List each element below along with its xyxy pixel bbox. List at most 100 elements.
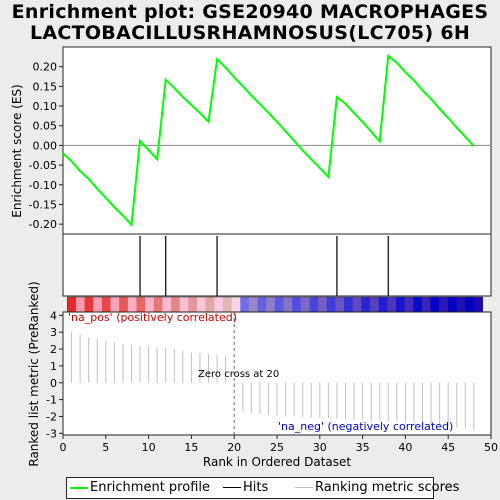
x-tick-label: 40 bbox=[398, 441, 412, 454]
legend-swatch-enrichment bbox=[70, 486, 88, 489]
metric-ytick-label: 1 bbox=[50, 360, 57, 373]
metric-ytick-label: -1 bbox=[46, 394, 57, 407]
metric-y-ticks: -3 -2 -1 0 1 2 3 4 bbox=[46, 309, 63, 440]
es-ytick-label: -0.15 bbox=[29, 198, 57, 211]
color-bar-segment bbox=[370, 297, 380, 312]
color-bar-segment bbox=[274, 297, 285, 312]
color-bar-segment bbox=[75, 297, 86, 312]
chart-title-line2: LACTOBACILLUSRHAMNOSUS(LC705) 6H bbox=[29, 22, 471, 44]
chart-title: Enrichment plot: GSE20940 MACROPHAGES LA… bbox=[0, 2, 500, 44]
color-bar-segment bbox=[214, 297, 224, 312]
color-bar-segment bbox=[465, 297, 475, 312]
x-tick-label: 15 bbox=[184, 441, 198, 454]
chart-title-line1: Enrichment plot: GSE20940 MACROPHAGES bbox=[11, 1, 489, 23]
legend-item-enrichment: Enrichment profile bbox=[70, 480, 210, 495]
color-bar-segment bbox=[335, 297, 345, 312]
x-tick-label: 5 bbox=[102, 441, 109, 454]
legend-item-ranking: Ranking metric scores bbox=[295, 480, 459, 495]
color-bar-segment bbox=[447, 297, 458, 312]
x-tick-label: 0 bbox=[60, 441, 67, 454]
color-bar-segment bbox=[136, 297, 146, 312]
rank-color-bar bbox=[67, 296, 484, 313]
metric-ytick-label: 3 bbox=[50, 326, 57, 339]
color-bar-segment bbox=[361, 297, 371, 312]
x-tick-label: 20 bbox=[227, 441, 241, 454]
legend-swatch-hits bbox=[223, 487, 241, 488]
color-bar-segment bbox=[101, 297, 112, 312]
color-bar-segment bbox=[84, 297, 94, 312]
x-tick-label: 30 bbox=[313, 441, 327, 454]
color-bar-segment bbox=[430, 297, 440, 312]
es-ytick-label: 0.20 bbox=[33, 61, 58, 74]
color-bar-segment bbox=[421, 297, 432, 312]
color-bar-segment bbox=[473, 297, 484, 312]
color-bar-segment bbox=[153, 297, 164, 312]
color-bar-segment bbox=[257, 297, 267, 312]
pos-label: 'na_pos' (positively correlated) bbox=[68, 311, 237, 324]
metric-y-axis-label: Ranked list metric (PreRanked) bbox=[27, 281, 41, 466]
metric-ytick-label: 4 bbox=[50, 309, 57, 322]
color-bar-segment bbox=[404, 297, 414, 312]
color-bar-segment bbox=[145, 297, 155, 312]
es-ytick-label: 0.05 bbox=[33, 120, 58, 133]
metric-ytick-label: -2 bbox=[46, 410, 57, 423]
es-ytick-label: -0.05 bbox=[29, 159, 57, 172]
color-bar-segment bbox=[248, 297, 259, 312]
color-bar-segment bbox=[127, 297, 138, 312]
es-y-axis-label: Enrichment score (ES) bbox=[10, 84, 24, 217]
x-ticks: 0 5 10 15 20 25 30 35 40 45 50 bbox=[60, 435, 498, 454]
metric-ytick-label: 2 bbox=[50, 343, 57, 356]
legend-swatch-ranking bbox=[295, 487, 313, 488]
x-tick-label: 50 bbox=[484, 441, 498, 454]
es-ytick-label: 0.00 bbox=[33, 139, 58, 152]
hits-panel bbox=[62, 233, 492, 297]
ranking-metric-bars bbox=[71, 332, 475, 430]
enrichment-chart: -0.20 -0.15 -0.10 -0.05 0.00 0.05 0.10 0.15 0.20… bbox=[10, 46, 498, 469]
color-bar-segment bbox=[413, 297, 423, 312]
x-axis-label: Rank in Ordered Dataset bbox=[203, 455, 351, 469]
color-bar-segment bbox=[300, 297, 311, 312]
color-bar-segment bbox=[352, 297, 362, 312]
color-bar-segment bbox=[326, 297, 337, 312]
es-panel bbox=[62, 46, 492, 235]
color-bar-segment bbox=[231, 297, 241, 312]
x-tick-label: 35 bbox=[356, 441, 370, 454]
color-bar-segment bbox=[162, 297, 172, 312]
color-bar-segment bbox=[318, 297, 328, 312]
es-ytick-label: -0.10 bbox=[29, 179, 57, 192]
es-ytick-label: 0.15 bbox=[33, 80, 58, 93]
color-bar-segment bbox=[292, 297, 302, 312]
color-bar-segment bbox=[179, 297, 189, 312]
color-bar-segment bbox=[188, 297, 198, 312]
metric-ytick-label: -3 bbox=[46, 427, 57, 440]
color-bar-segment bbox=[205, 297, 215, 312]
color-bar-segment bbox=[378, 297, 388, 312]
color-bar-segment bbox=[456, 297, 466, 312]
color-bar-segment bbox=[283, 297, 293, 312]
legend-item-hits: Hits bbox=[223, 480, 268, 495]
zero-cross-label: Zero cross at 20 bbox=[198, 369, 279, 380]
color-bar-segment bbox=[439, 297, 449, 312]
color-bar-segment bbox=[119, 297, 129, 312]
color-bar-segment bbox=[171, 297, 181, 312]
color-bar-segment bbox=[240, 297, 250, 312]
es-y-ticks: -0.20 -0.15 -0.10 -0.05 0.00 0.05 0.10 0.15 0.20 bbox=[29, 61, 63, 231]
x-tick-label: 25 bbox=[270, 441, 284, 454]
color-bar-segment bbox=[266, 297, 276, 312]
enrichment-profile-line bbox=[62, 53, 475, 228]
metric-ytick-label: 0 bbox=[50, 377, 57, 390]
color-bar-segment bbox=[93, 297, 103, 312]
color-bar-segment bbox=[395, 297, 406, 312]
color-bar-segment bbox=[110, 297, 120, 312]
es-ytick-label: -0.20 bbox=[29, 218, 57, 231]
color-bar-segment bbox=[387, 297, 397, 312]
x-tick-label: 10 bbox=[142, 441, 156, 454]
legend: Enrichment profile Hits Ranking metric s… bbox=[66, 477, 459, 499]
color-bar-segment bbox=[309, 297, 319, 312]
hit-markers bbox=[139, 236, 389, 296]
color-bar-segment bbox=[67, 297, 77, 312]
color-bar-segment bbox=[344, 297, 354, 312]
color-bar-segment bbox=[222, 297, 233, 312]
x-tick-label: 45 bbox=[441, 441, 455, 454]
color-bar-segment bbox=[197, 297, 207, 312]
